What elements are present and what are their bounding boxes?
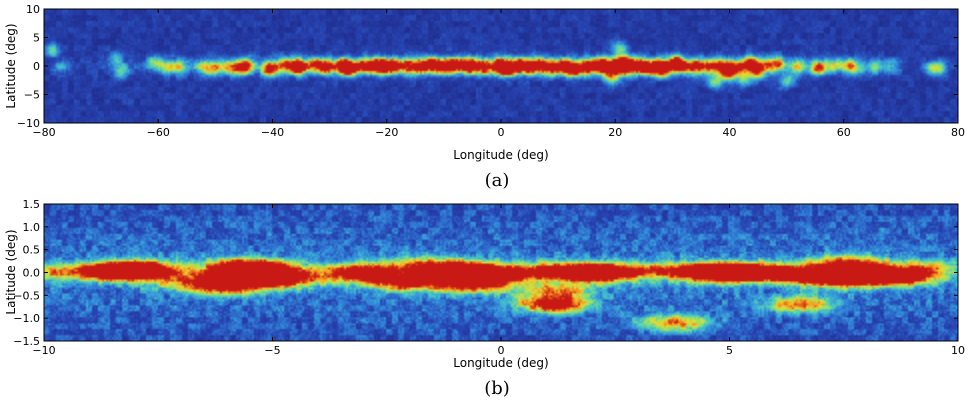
x-tick-label: 5	[726, 344, 733, 357]
x-axis-label-b: Longitude (deg)	[453, 356, 548, 370]
y-tick-label: 0	[33, 60, 40, 73]
x-tick-label: −5	[264, 344, 280, 357]
x-tick-label: 10	[951, 344, 965, 357]
panel-b: −10 −5 0 5 10 1.5 1.0 0.5 0.0 −0.5 −1.0 −1.5 Longit…	[4, 198, 965, 399]
x-tick-label: −80	[32, 126, 55, 139]
x-tick-label: 20	[608, 126, 622, 139]
x-tick-label: 40	[723, 126, 737, 139]
y-axis-label-b: Latitude (deg)	[4, 229, 18, 314]
x-axis-label-a: Longitude (deg)	[453, 148, 548, 162]
y-tick-label: 1.5	[23, 198, 41, 211]
x-tick-label: −40	[261, 126, 284, 139]
y-tick-label: −1.0	[13, 312, 40, 325]
y-tick-label: −1.5	[13, 335, 40, 348]
x-tick-label: −60	[147, 126, 170, 139]
y-tick-label: 5	[33, 32, 40, 45]
caption-b: (b)	[484, 378, 510, 399]
panel-a: −80 −60 −40 −20 0 20 40 60 80 10 5 0 −5 −10 Longitude…	[4, 3, 965, 191]
x-tick-label: 60	[837, 126, 851, 139]
x-tick-label: 80	[951, 126, 965, 139]
y-tick-label: 10	[26, 3, 40, 16]
x-tick-label: −20	[375, 126, 398, 139]
y-tick-label: 0.0	[23, 267, 41, 280]
y-tick-label: −0.5	[13, 289, 40, 302]
x-tick-label: 0	[498, 126, 505, 139]
y-tick-label: 1.0	[23, 221, 41, 234]
emission-map-a	[44, 9, 958, 123]
y-tick-label: −5	[24, 89, 40, 102]
y-tick-label: −10	[17, 117, 40, 130]
y-tick-label: 0.5	[23, 244, 41, 257]
x-tick-label: −10	[32, 344, 55, 357]
x-tick-label: 0	[498, 344, 505, 357]
emission-map-b	[44, 204, 958, 341]
ticks-a: −80 −60 −40 −20 0 20 40 60 80 10 5 0 −5 −10	[17, 3, 965, 139]
caption-a: (a)	[485, 170, 510, 191]
ticks-b: −10 −5 0 5 10 1.5 1.0 0.5 0.0 −0.5 −1.0 −1.5	[13, 198, 965, 357]
y-axis-label-a: Latitude (deg)	[4, 23, 18, 108]
